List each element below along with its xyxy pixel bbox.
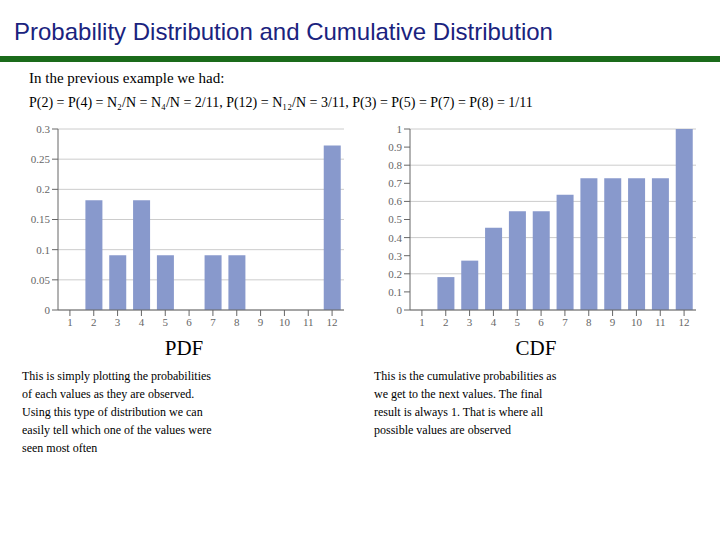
- svg-text:0.9: 0.9: [388, 141, 402, 153]
- svg-text:2: 2: [443, 316, 449, 328]
- svg-text:12: 12: [679, 316, 690, 328]
- svg-text:1: 1: [419, 316, 425, 328]
- svg-text:0.1: 0.1: [36, 244, 50, 256]
- svg-text:0: 0: [397, 304, 403, 316]
- svg-text:0.8: 0.8: [388, 159, 402, 171]
- svg-text:9: 9: [610, 316, 616, 328]
- svg-text:0.6: 0.6: [388, 195, 402, 207]
- svg-text:8: 8: [586, 316, 592, 328]
- svg-text:12: 12: [327, 316, 338, 328]
- html-text:This is the cumulative probabi: This is the cumulative probabilities as …: [374, 369, 557, 437]
- svg-text:1: 1: [397, 123, 403, 135]
- svg-text:2: 2: [91, 316, 97, 328]
- svg-text:11: 11: [303, 316, 314, 328]
- html-text:P(2) = P(4) = N₂/N = N₄/N = 2/: P(2) = P(4) = N₂/N = N₄/N = 2/11, P(12) …: [29, 95, 533, 110]
- svg-text:5: 5: [515, 316, 521, 328]
- svg-text:0: 0: [45, 304, 51, 316]
- html-text:PDF: PDF: [164, 336, 204, 360]
- svg-text:9: 9: [258, 316, 264, 328]
- svg-text:4: 4: [139, 316, 145, 328]
- svg-text:0.7: 0.7: [388, 177, 402, 189]
- svg-text:10: 10: [279, 316, 291, 328]
- svg-text:0.3: 0.3: [388, 250, 402, 262]
- svg-text:0.25: 0.25: [31, 153, 51, 165]
- html-text:Probability Distribution and C: Probability Distribution and Cumulative …: [14, 18, 553, 45]
- svg-text:0.4: 0.4: [388, 232, 402, 244]
- svg-text:11: 11: [655, 316, 666, 328]
- svg-text:3: 3: [467, 316, 473, 328]
- svg-text:0.2: 0.2: [388, 268, 402, 280]
- svg-text:1: 1: [67, 316, 73, 328]
- svg-text:3: 3: [115, 316, 121, 328]
- svg-text:0.15: 0.15: [31, 213, 51, 225]
- svg-text:0.5: 0.5: [388, 213, 402, 225]
- html-text:In the previous example we had: In the previous example we had:: [29, 70, 225, 86]
- svg-text:8: 8: [234, 316, 240, 328]
- svg-text:10: 10: [631, 316, 643, 328]
- svg-text:0.1: 0.1: [388, 286, 402, 298]
- svg-text:0.2: 0.2: [36, 183, 50, 195]
- svg-text:6: 6: [186, 316, 192, 328]
- svg-text:0.3: 0.3: [36, 123, 50, 135]
- svg-text:5: 5: [163, 316, 169, 328]
- svg-text:7: 7: [562, 316, 568, 328]
- svg-text:7: 7: [210, 316, 216, 328]
- svg-text:4: 4: [491, 316, 497, 328]
- svg-text:6: 6: [538, 316, 544, 328]
- html-text:This is simply plotting the pr: This is simply plotting the probabilitie…: [22, 369, 212, 455]
- svg-text:0.05: 0.05: [31, 274, 51, 286]
- html-text:CDF: CDF: [515, 336, 557, 360]
